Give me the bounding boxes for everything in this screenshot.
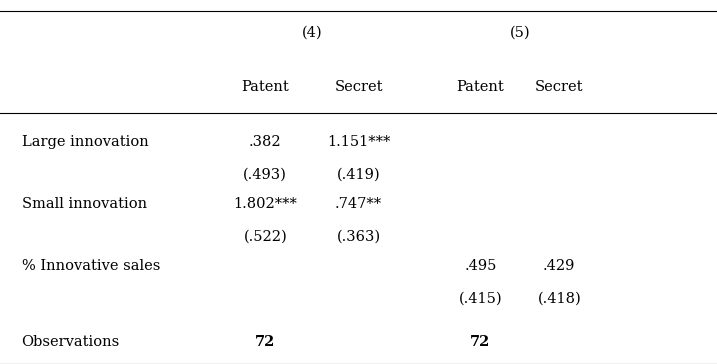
Text: Patent: Patent <box>457 80 504 94</box>
Text: Small innovation: Small innovation <box>22 197 147 211</box>
Text: .747**: .747** <box>335 197 382 211</box>
Text: .495: .495 <box>464 259 497 273</box>
Text: .382: .382 <box>249 135 282 149</box>
Text: (.418): (.418) <box>537 292 581 305</box>
Text: (.493): (.493) <box>243 168 288 182</box>
Text: Patent: Patent <box>242 80 289 94</box>
Text: Secret: Secret <box>535 80 584 94</box>
Text: (4): (4) <box>302 26 322 40</box>
Text: Observations: Observations <box>22 335 120 349</box>
Text: % Innovative sales: % Innovative sales <box>22 259 160 273</box>
Text: 72: 72 <box>470 335 490 349</box>
Text: 1.151***: 1.151*** <box>327 135 390 149</box>
Text: (5): (5) <box>510 26 530 40</box>
Text: .429: .429 <box>543 259 576 273</box>
Text: (.363): (.363) <box>336 230 381 244</box>
Text: 72: 72 <box>255 335 275 349</box>
Text: (.415): (.415) <box>459 292 502 305</box>
Text: (.522): (.522) <box>243 230 288 244</box>
Text: (.419): (.419) <box>337 168 380 182</box>
Text: Secret: Secret <box>334 80 383 94</box>
Text: 1.802***: 1.802*** <box>233 197 298 211</box>
Text: Large innovation: Large innovation <box>22 135 148 149</box>
